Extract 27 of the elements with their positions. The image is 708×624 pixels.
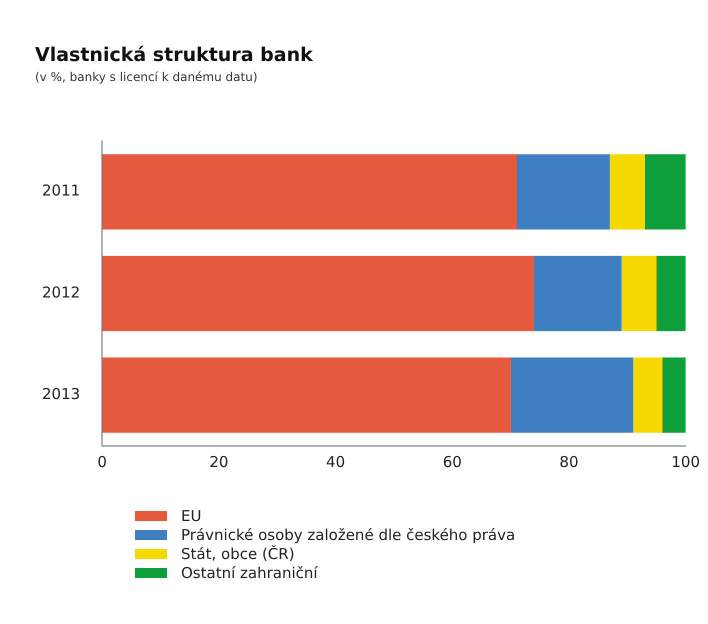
legend-label: Stát, obce (ČR) bbox=[181, 544, 295, 562]
x-tick-label: 20 bbox=[209, 452, 228, 471]
y-tick-label: 2012 bbox=[42, 283, 80, 302]
legend-label: EU bbox=[181, 506, 202, 524]
bar bbox=[662, 358, 686, 433]
x-tick-label: 60 bbox=[442, 452, 462, 471]
x-tick-label: 100 bbox=[671, 452, 700, 471]
x-tick-label: 40 bbox=[326, 452, 346, 471]
y-tick-label: 2011 bbox=[42, 182, 80, 200]
x-tick-label: 80 bbox=[559, 452, 579, 471]
bar bbox=[534, 256, 622, 332]
x-tick-label: 0 bbox=[97, 452, 107, 471]
bar bbox=[516, 154, 610, 230]
chart-subtitle: (v %, banky s licencí k danému datu) bbox=[35, 70, 258, 84]
bar bbox=[510, 358, 634, 433]
bar bbox=[102, 256, 534, 332]
legend-label: Právnické osoby založené dle českého práva bbox=[181, 526, 516, 544]
bar bbox=[622, 256, 657, 332]
legend-label: Ostatní zahraniční bbox=[181, 564, 318, 582]
bar bbox=[656, 256, 686, 332]
y-tick-label: 2013 bbox=[42, 385, 80, 404]
bar bbox=[633, 358, 662, 433]
chart-title: Vlastnická struktura bank bbox=[35, 44, 313, 66]
bar bbox=[644, 154, 686, 230]
bar bbox=[102, 154, 516, 230]
bar bbox=[610, 154, 645, 230]
bar bbox=[102, 358, 511, 433]
